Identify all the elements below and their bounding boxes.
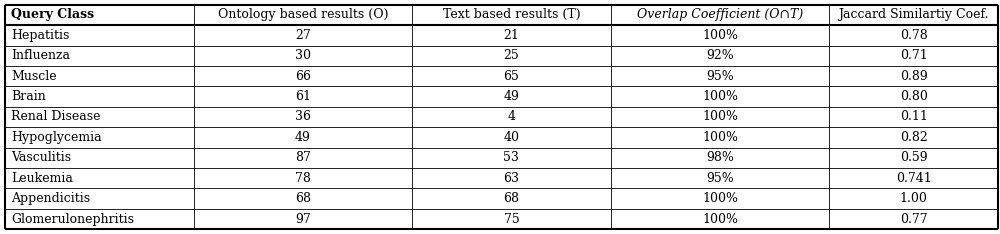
- Text: 21: 21: [503, 29, 519, 42]
- Text: 4: 4: [507, 110, 515, 124]
- Text: Influenza: Influenza: [11, 49, 70, 62]
- Text: 53: 53: [503, 151, 519, 164]
- Text: 25: 25: [504, 49, 519, 62]
- Text: Leukemia: Leukemia: [11, 172, 73, 185]
- Text: 0.59: 0.59: [900, 151, 927, 164]
- Text: Renal Disease: Renal Disease: [11, 110, 100, 124]
- Text: Ontology based results (O): Ontology based results (O): [218, 8, 388, 21]
- Text: Vasculitis: Vasculitis: [11, 151, 71, 164]
- Text: Jaccard Similartiy Coef.: Jaccard Similartiy Coef.: [838, 8, 989, 21]
- Text: 100%: 100%: [702, 110, 738, 124]
- Text: 100%: 100%: [702, 131, 738, 144]
- Text: Text based results (T): Text based results (T): [443, 8, 580, 21]
- Text: Overlap Coefficient (O∩T): Overlap Coefficient (O∩T): [637, 8, 803, 21]
- Text: Query Class: Query Class: [11, 8, 94, 21]
- Text: 87: 87: [295, 151, 311, 164]
- Text: 27: 27: [295, 29, 311, 42]
- Text: 78: 78: [295, 172, 311, 185]
- Text: 61: 61: [295, 90, 311, 103]
- Text: 95%: 95%: [706, 70, 734, 83]
- Text: Glomerulonephritis: Glomerulonephritis: [11, 213, 134, 226]
- Text: 100%: 100%: [702, 29, 738, 42]
- Text: 100%: 100%: [702, 90, 738, 103]
- Text: Brain: Brain: [11, 90, 46, 103]
- Text: 66: 66: [295, 70, 311, 83]
- Text: 0.741: 0.741: [896, 172, 931, 185]
- Text: 68: 68: [295, 192, 311, 205]
- Text: 97: 97: [295, 213, 311, 226]
- Text: 49: 49: [503, 90, 519, 103]
- Text: 40: 40: [503, 131, 519, 144]
- Text: Appendicitis: Appendicitis: [11, 192, 90, 205]
- Text: Hypoglycemia: Hypoglycemia: [11, 131, 102, 144]
- Text: 0.78: 0.78: [900, 29, 927, 42]
- Text: 0.82: 0.82: [900, 131, 927, 144]
- Text: 30: 30: [295, 49, 311, 62]
- Text: 65: 65: [503, 70, 519, 83]
- Text: 75: 75: [504, 213, 519, 226]
- Text: 68: 68: [503, 192, 519, 205]
- Text: 100%: 100%: [702, 213, 738, 226]
- Text: 92%: 92%: [706, 49, 734, 62]
- Text: 63: 63: [503, 172, 519, 185]
- Text: 1.00: 1.00: [900, 192, 928, 205]
- Text: 0.77: 0.77: [900, 213, 927, 226]
- Text: 49: 49: [295, 131, 311, 144]
- Text: 95%: 95%: [706, 172, 734, 185]
- Text: Muscle: Muscle: [11, 70, 57, 83]
- Text: 0.89: 0.89: [900, 70, 927, 83]
- Text: 0.11: 0.11: [900, 110, 928, 124]
- Text: 100%: 100%: [702, 192, 738, 205]
- Text: 0.71: 0.71: [900, 49, 927, 62]
- Text: Hepatitis: Hepatitis: [11, 29, 69, 42]
- Text: 36: 36: [295, 110, 311, 124]
- Text: 98%: 98%: [706, 151, 734, 164]
- Text: 0.80: 0.80: [900, 90, 928, 103]
